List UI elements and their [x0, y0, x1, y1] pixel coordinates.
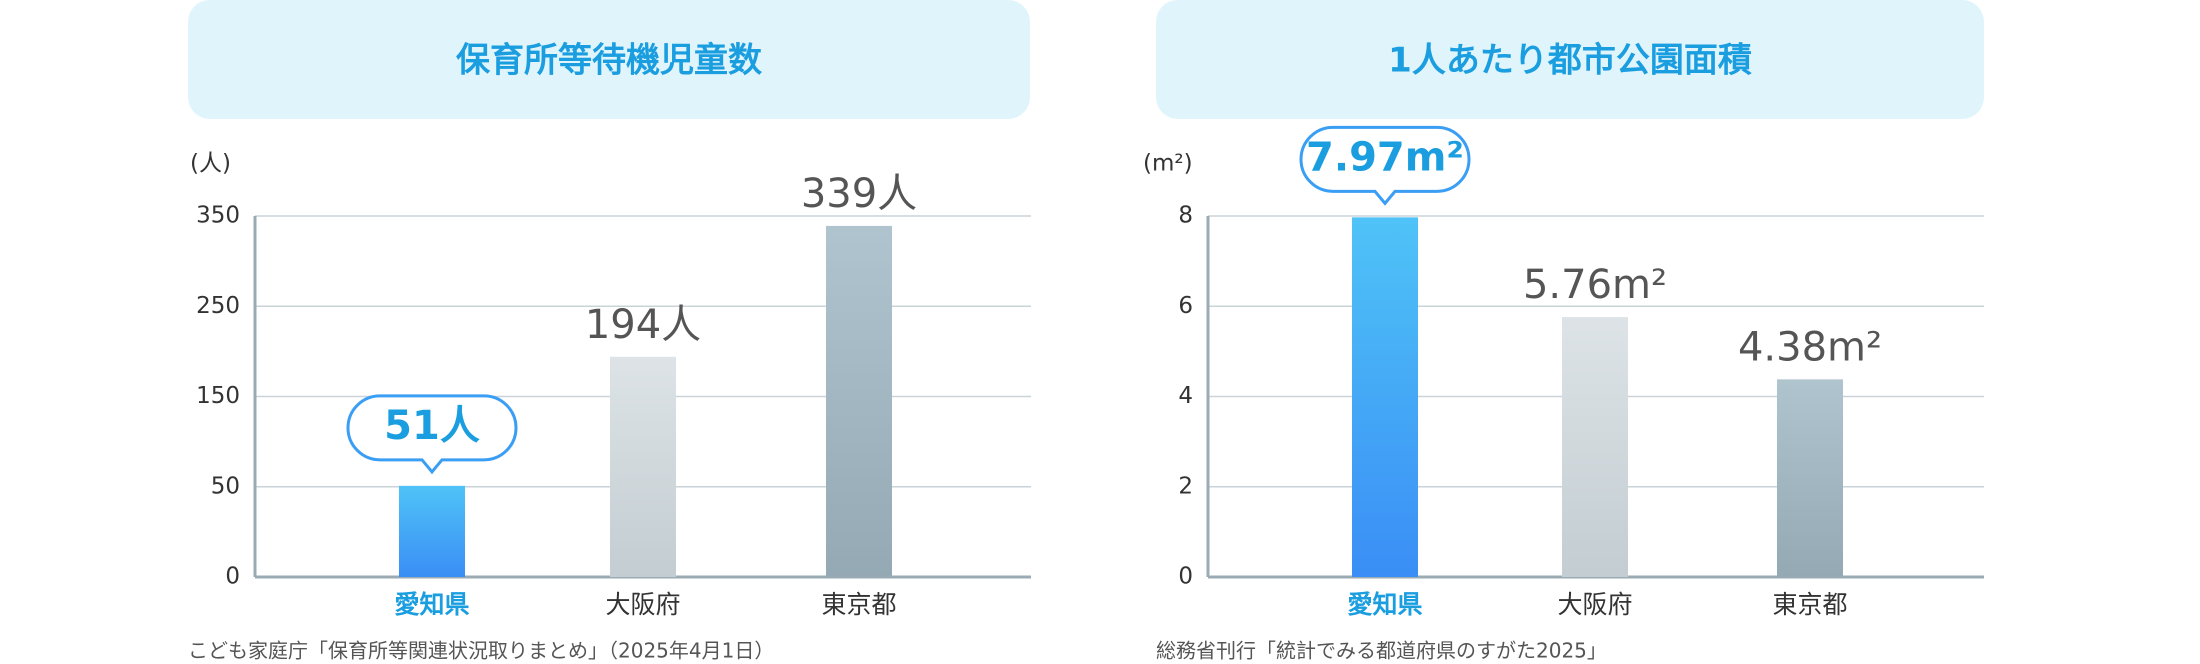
callout-bubble	[346, 394, 518, 475]
x-tick-label: 愛知県	[1347, 590, 1422, 619]
chart: 1人あたり都市公園面積 (m²) 0 2 4 6 8 愛知県 7.97m² 大阪府 5.76m² 東京…	[1143, 0, 1984, 663]
x-tick-label: 大阪府	[605, 590, 680, 619]
chart-title: 1人あたり都市公園面積	[1388, 41, 1752, 81]
bar	[610, 356, 676, 577]
y-axis-unit: (人)	[190, 151, 231, 177]
x-tick-label: 東京都	[821, 590, 896, 619]
y-tick-label: 8	[1178, 203, 1193, 229]
y-tick-label: 50	[211, 473, 240, 499]
bar	[1562, 317, 1628, 577]
x-tick-label: 東京都	[1772, 590, 1847, 619]
y-tick-label: 250	[196, 293, 240, 319]
y-tick-label: 350	[196, 203, 240, 229]
value-label: 4.38m²	[1738, 324, 1882, 370]
value-label: 51人	[384, 403, 480, 449]
source-note: 総務省刊行「統計でみる都道府県のすがた2025」	[1156, 639, 1607, 663]
value-label: 194人	[585, 302, 701, 348]
header-box	[1156, 0, 1984, 119]
y-tick-label: 2	[1178, 473, 1193, 499]
bar	[1352, 217, 1418, 577]
y-tick-label: 4	[1178, 383, 1193, 409]
y-tick-label: 150	[196, 383, 240, 409]
y-tick-label: 6	[1178, 293, 1193, 319]
bar	[399, 485, 465, 577]
bar	[1777, 379, 1843, 577]
y-tick-label: 0	[225, 564, 240, 590]
x-tick-label: 愛知県	[394, 590, 469, 619]
callout-bubble	[1299, 125, 1471, 206]
y-axis-unit: (m²)	[1143, 151, 1193, 177]
source-note: こども家庭庁「保育所等関連状況取りまとめ」（2025年4月1日）	[188, 639, 774, 663]
value-label: 7.97m²	[1306, 134, 1464, 180]
x-tick-label: 大阪府	[1557, 590, 1632, 619]
value-label: 5.76m²	[1523, 262, 1667, 308]
chart-title: 保育所等待機児童数	[456, 41, 762, 81]
y-tick-label: 0	[1178, 564, 1193, 590]
value-label: 339人	[801, 171, 917, 217]
bar	[826, 225, 892, 578]
header-box	[188, 0, 1030, 119]
